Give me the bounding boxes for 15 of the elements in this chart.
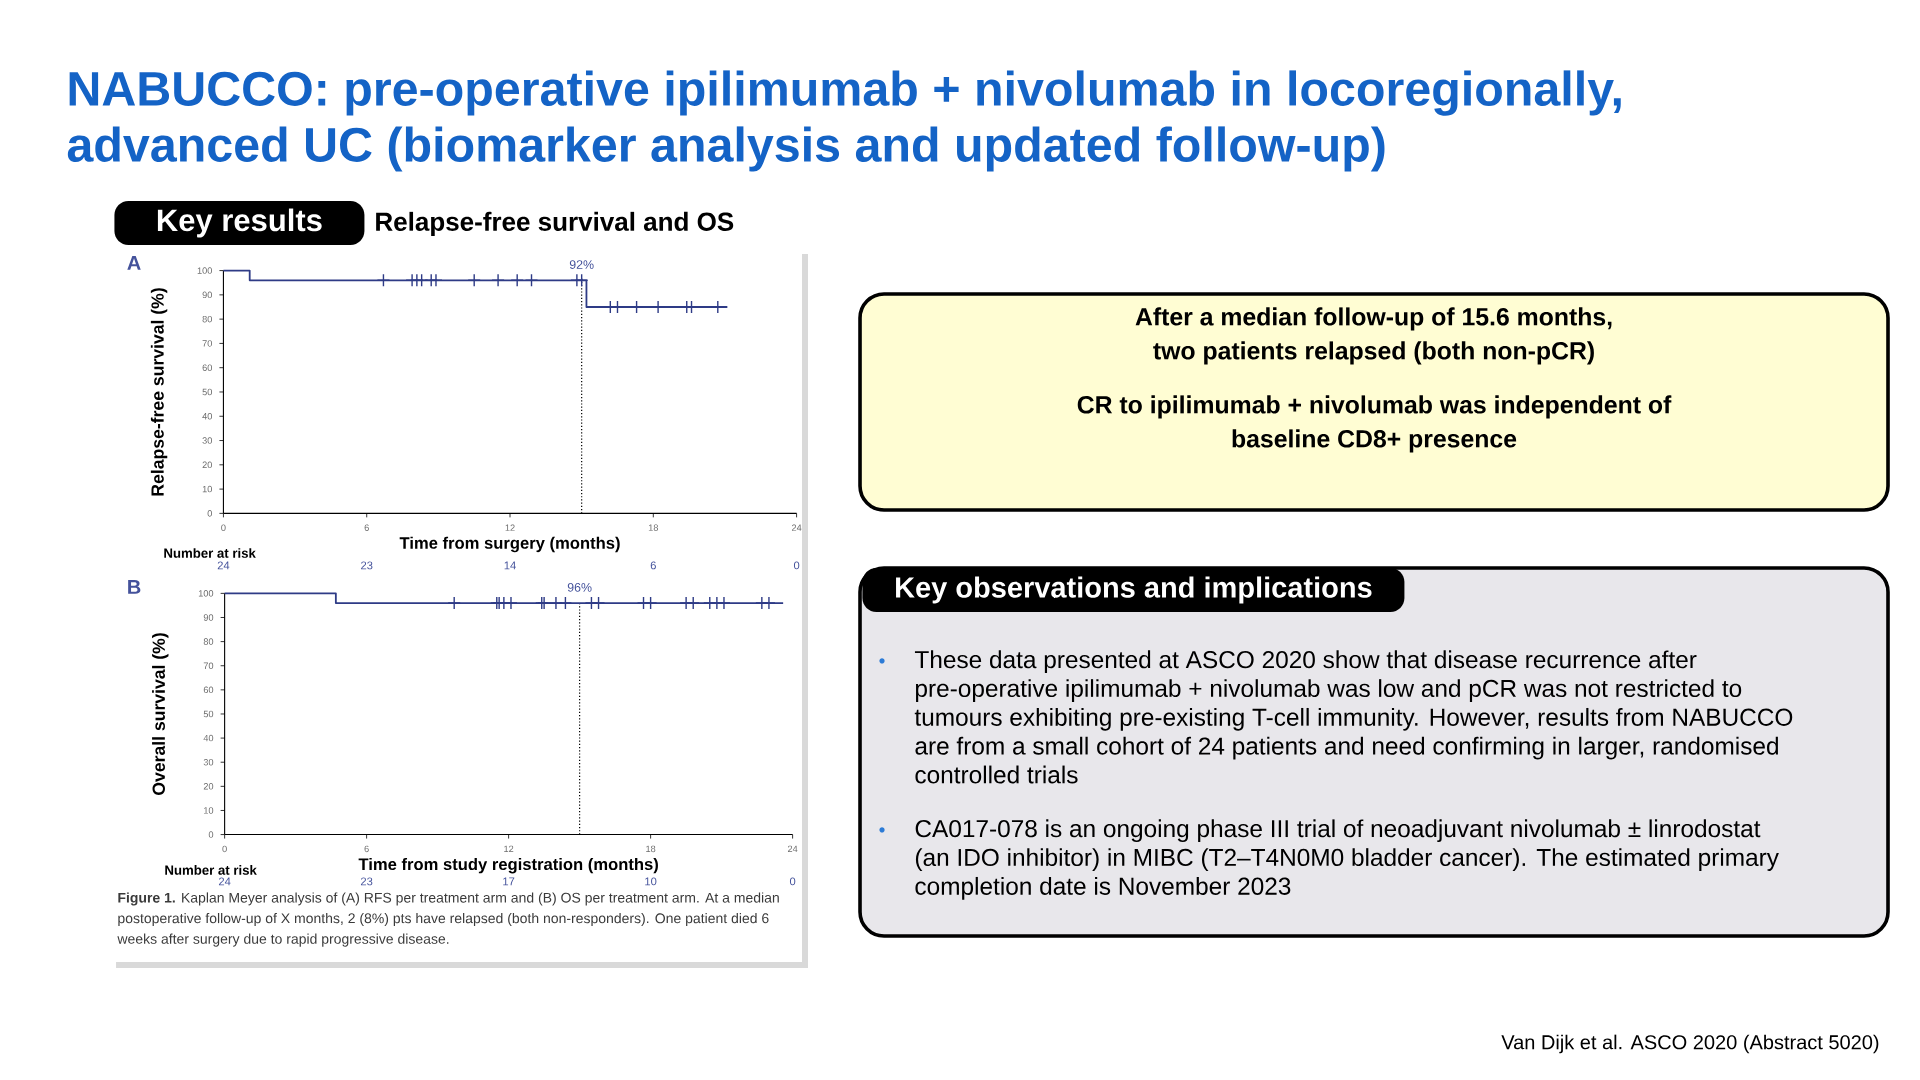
- text: NABUCCO: pre-operative ipilimumab + nivolumab in locoregionally, advanced UC (biomarker analysis and updated follow-up): [67, 70, 1621, 172]
- y-axis-title: Overall survival (%): [152, 633, 169, 795]
- text: Van Dijk et al. ASCO 2020 (Abstract 5020): [1501, 1034, 1879, 1054]
- text: B: [128, 580, 141, 594]
- text: Key results: [157, 208, 322, 238]
- x-axis-title: Time from study registration (months): [358, 857, 658, 874]
- x-axis-title: Time from surgery (months): [399, 536, 620, 553]
- text: Key observations and implications: [896, 576, 1372, 604]
- y-axis-title: Relapse-free survival (%): [150, 288, 168, 496]
- text: Relapse-free survival and OS: [376, 211, 734, 237]
- text: CR to ipilimumab + nivolumab was independent of baseline CD8+ presence: [1077, 395, 1672, 453]
- text: CA017-078 is an ongoing phase III trial of neoadjuvant nivolumab ± linrodostat (an IDO inhibitor) in MIBC (T2–T4N0M0 bladder cancer). The estimated primary completion date is November 2023: [915, 819, 1779, 900]
- text: A: [127, 256, 141, 270]
- text: These data presented at ASCO 2020 show that disease recurrence after pre-operative ipilimumab + nivolumab was low and pCR was not restricted to tumours exhibiting pre-existing T-cell immunity. However, results from NABUCCO are from a small cohort of 24 patients and need confirming in larger, randomised controlled trials: [914, 650, 1793, 784]
- text: After a median follow-up of 15.6 months, two patients relapsed (both non-pCR): [1135, 307, 1612, 365]
